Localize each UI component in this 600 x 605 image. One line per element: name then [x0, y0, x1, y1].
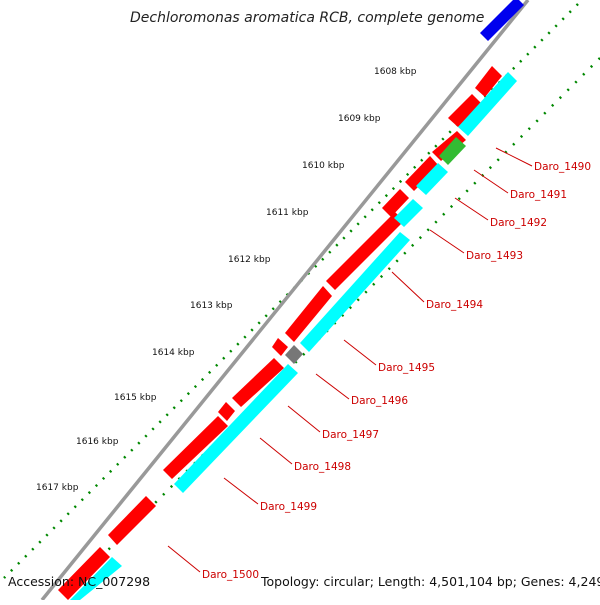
gene-leader-line	[343, 339, 377, 366]
gene-feature[interactable]	[163, 416, 228, 479]
gene-feature[interactable]	[218, 402, 235, 421]
genome-backbone	[40, 0, 530, 602]
gene-label-track: Daro_1490 Daro_1491 Daro_1492 Daro_1493 Daro…	[167, 147, 591, 581]
kbp-tick-label: 1616 kbp	[76, 437, 119, 447]
gene-label[interactable]: Daro_1493	[466, 250, 523, 262]
kbp-tick-label: 1610 kbp	[302, 161, 345, 171]
gene-feature[interactable]	[70, 557, 122, 600]
gene-leader-line	[259, 437, 293, 465]
gene-feature[interactable]	[300, 232, 410, 352]
gene-feature[interactable]	[382, 189, 409, 217]
kbp-tick-label: 1613 kbp	[190, 301, 233, 311]
gene-feature[interactable]	[475, 66, 502, 97]
kbp-tick-label: 1609 kbp	[338, 114, 381, 124]
gene-label[interactable]: Daro_1497	[322, 429, 379, 441]
gene-feature[interactable]	[394, 199, 423, 227]
reverse-cds-track	[70, 72, 517, 600]
genome-summary-text: Topology: circular; Length: 4,501,104 bp…	[260, 574, 600, 589]
gene-feature[interactable]	[416, 163, 448, 195]
gene-label[interactable]: Daro_1495	[378, 362, 435, 374]
kbp-tick-label: 1611 kbp	[266, 208, 309, 218]
forward-cds-track	[58, 66, 502, 600]
gene-feature[interactable]	[58, 547, 110, 600]
gene-leader-line	[454, 197, 489, 221]
rna-feature[interactable]	[439, 137, 466, 165]
gene-label[interactable]: Daro_1499	[260, 501, 317, 513]
gene-feature[interactable]	[174, 364, 298, 493]
gene-feature[interactable]	[448, 94, 482, 127]
gene-feature[interactable]	[232, 358, 284, 407]
kbp-tick-label: 1615 kbp	[114, 393, 157, 403]
gene-leader-line	[429, 229, 465, 254]
inner-tick-track	[77, 57, 600, 581]
gene-feature[interactable]	[272, 338, 288, 356]
gene-leader-line	[391, 271, 425, 303]
accession-text: Accession: NC_007298	[8, 574, 150, 589]
kbp-tick-label: 1617 kbp	[36, 483, 79, 493]
gene-leader-line	[473, 169, 509, 194]
kbp-scale: 1608 kbp 1609 kbp 1610 kbp 1611 kbp 1612 kbp…	[36, 67, 417, 493]
contig-block	[480, 0, 524, 41]
gene-leader-line	[167, 545, 201, 573]
gene-feature[interactable]	[405, 156, 439, 191]
gene-feature[interactable]	[326, 212, 404, 290]
gene-leader-line	[495, 147, 533, 167]
gene-feature[interactable]	[285, 286, 332, 342]
kbp-tick-label: 1614 kbp	[152, 348, 195, 358]
gene-label[interactable]: Daro_1500	[202, 569, 259, 581]
gene-leader-line	[287, 405, 321, 433]
gene-label[interactable]: Daro_1498	[294, 461, 351, 473]
kbp-tick-label: 1612 kbp	[228, 255, 271, 265]
gene-label[interactable]: Daro_1490	[534, 161, 591, 173]
gene-feature[interactable]	[108, 496, 156, 545]
gene-label[interactable]: Daro_1494	[426, 299, 483, 311]
gene-leader-line	[315, 373, 350, 400]
other-feature[interactable]	[285, 345, 303, 364]
gene-leader-line	[223, 477, 259, 505]
map-title: Dechloromonas aromatica RCB, complete ge…	[130, 10, 484, 26]
gene-label[interactable]: Daro_1496	[351, 395, 408, 407]
gene-feature[interactable]	[458, 72, 517, 136]
gene-label[interactable]: Daro_1491	[510, 189, 567, 201]
kbp-tick-label: 1608 kbp	[374, 67, 417, 77]
gene-label[interactable]: Daro_1492	[490, 217, 547, 229]
